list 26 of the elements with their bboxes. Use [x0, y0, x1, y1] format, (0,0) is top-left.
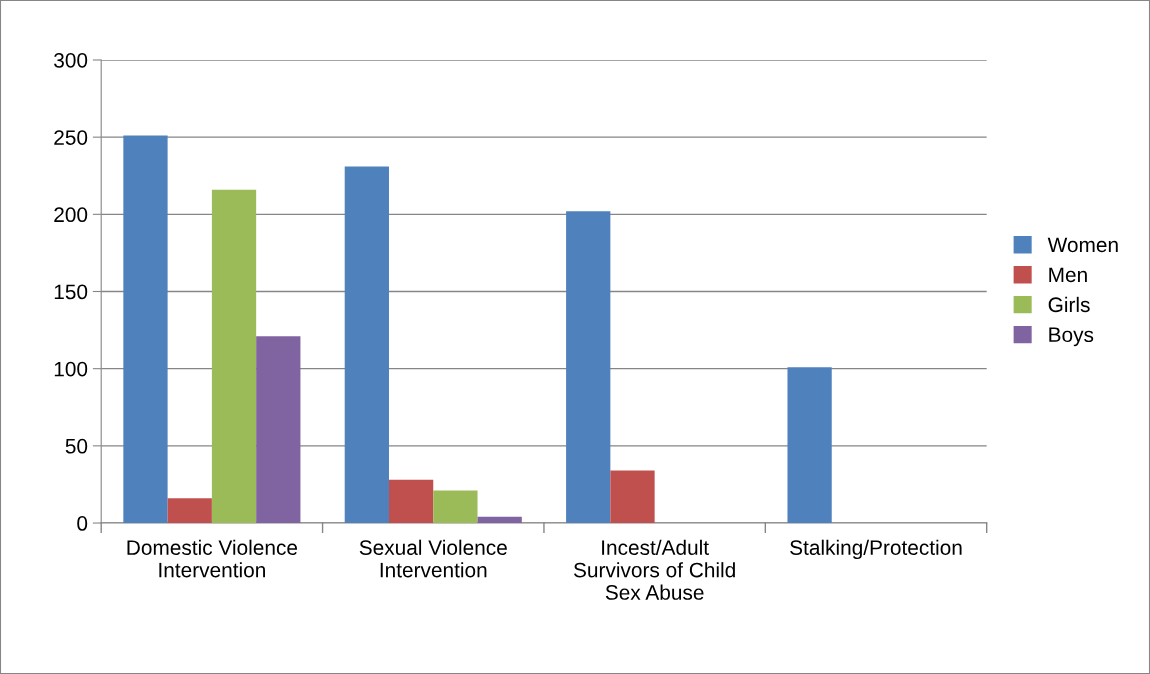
x-tick-label: Domestic Violence Intervention — [127, 539, 298, 578]
bar — [211, 189, 257, 524]
y-tick-label: 100 — [54, 361, 88, 377]
bar — [566, 211, 611, 524]
bar — [477, 516, 522, 524]
legend-label: Men — [1049, 267, 1087, 283]
y-tick-label: 150 — [54, 284, 88, 300]
y-tick-label: 250 — [54, 130, 88, 145]
legend-label: Women — [1047, 237, 1118, 253]
y-tick-label: 300 — [54, 52, 88, 68]
bar — [256, 336, 301, 524]
bar — [610, 470, 655, 524]
bar — [388, 479, 434, 524]
bar — [787, 367, 832, 524]
bar — [123, 135, 168, 524]
x-tick-label: Stalking/Protection — [790, 539, 962, 560]
bar — [433, 490, 478, 524]
y-tick-label: 50 — [65, 438, 88, 454]
legend-label: Boys — [1049, 327, 1094, 347]
x-tick-label: Sexual Violence Intervention — [359, 539, 507, 578]
bar — [344, 166, 389, 524]
legend-label: Girls — [1048, 296, 1090, 313]
y-tick-label: 200 — [54, 207, 88, 223]
y-tick-label: 0 — [77, 516, 88, 531]
x-tick-label: Incest/Adult Survivors of Child Sex Abuse — [573, 539, 735, 600]
bar — [167, 498, 212, 524]
